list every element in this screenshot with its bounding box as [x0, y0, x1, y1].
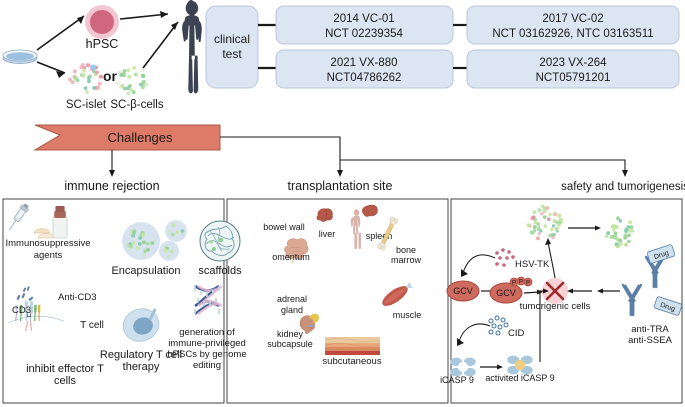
svg-text:subcutaneous: subcutaneous	[322, 356, 381, 367]
svg-text:2014 VC-01: 2014 VC-01	[333, 13, 394, 25]
svg-text:transplantation site: transplantation site	[288, 179, 393, 193]
svg-text:immune rejection: immune rejection	[64, 179, 159, 193]
svg-text:immune-privileged: immune-privileged	[168, 338, 246, 349]
svg-text:GCV: GCV	[453, 286, 473, 296]
svg-text:clinical: clinical	[214, 32, 250, 46]
svg-text:Anti-CD3: Anti-CD3	[58, 292, 97, 303]
svg-text:safety and tumorigenesis: safety and tumorigenesis	[561, 181, 685, 193]
svg-text:NCT 02239354: NCT 02239354	[325, 28, 403, 40]
svg-text:2021 VX-880: 2021 VX-880	[330, 57, 397, 69]
svg-text:Encapsulation: Encapsulation	[111, 265, 180, 277]
svg-text:2023 VX-264: 2023 VX-264	[539, 57, 607, 69]
svg-text:activited iCASP 9: activited iCASP 9	[485, 373, 554, 383]
svg-text:test: test	[222, 47, 242, 61]
svg-text:HSV-TK: HSV-TK	[515, 259, 550, 270]
svg-text:iCASP 9: iCASP 9	[440, 375, 474, 385]
svg-text:hPSC: hPSC	[86, 37, 119, 51]
svg-text:SC-islet: SC-islet	[66, 99, 107, 111]
svg-text:SC-β-cells: SC-β-cells	[110, 99, 164, 111]
svg-text:liver: liver	[319, 229, 336, 239]
svg-text:T cell: T cell	[80, 320, 104, 331]
svg-text:NCT05791201: NCT05791201	[536, 72, 611, 84]
svg-text:Immunosuppressive: Immunosuppressive	[5, 238, 90, 249]
svg-text:generation of: generation of	[179, 327, 235, 338]
svg-text:CD3: CD3	[12, 305, 31, 316]
svg-text:tumorigenic cells: tumorigenic cells	[520, 301, 591, 312]
svg-text:inhibit effector T: inhibit effector T	[26, 363, 104, 375]
svg-text:cells: cells	[54, 375, 77, 387]
svg-text:Challenges: Challenges	[107, 130, 173, 145]
svg-text:CID: CID	[508, 328, 525, 339]
svg-text:hPSCs by genome: hPSCs by genome	[167, 349, 246, 360]
svg-text:marrow: marrow	[391, 255, 422, 265]
svg-text:or: or	[103, 68, 118, 84]
svg-text:muscle: muscle	[393, 310, 422, 320]
svg-text:editing: editing	[193, 360, 221, 371]
svg-text:P: P	[519, 280, 523, 286]
svg-text:kidney: kidney	[277, 329, 304, 339]
svg-text:adrenal: adrenal	[277, 294, 307, 304]
svg-text:anti-SSEA: anti-SSEA	[628, 335, 672, 346]
svg-text:gland: gland	[281, 305, 303, 315]
svg-text:NCT 03162926, NTC 03163511: NCT 03162926, NTC 03163511	[492, 28, 653, 40]
svg-text:subcapsule: subcapsule	[267, 339, 313, 349]
svg-text:NCT04786262: NCT04786262	[327, 72, 402, 84]
svg-text:agents: agents	[34, 250, 63, 261]
svg-text:scaffolds: scaffolds	[198, 265, 242, 277]
svg-text:P: P	[526, 281, 530, 287]
svg-text:therapy: therapy	[123, 361, 160, 373]
svg-text:bone: bone	[396, 245, 416, 255]
svg-text:anti-TRA: anti-TRA	[631, 324, 669, 335]
svg-text:bowel wall: bowel wall	[263, 222, 305, 232]
svg-text:2017 VC-02: 2017 VC-02	[542, 13, 603, 25]
svg-text:GCV: GCV	[496, 288, 516, 298]
svg-text:omentum: omentum	[272, 252, 310, 262]
svg-text:P: P	[512, 281, 516, 287]
